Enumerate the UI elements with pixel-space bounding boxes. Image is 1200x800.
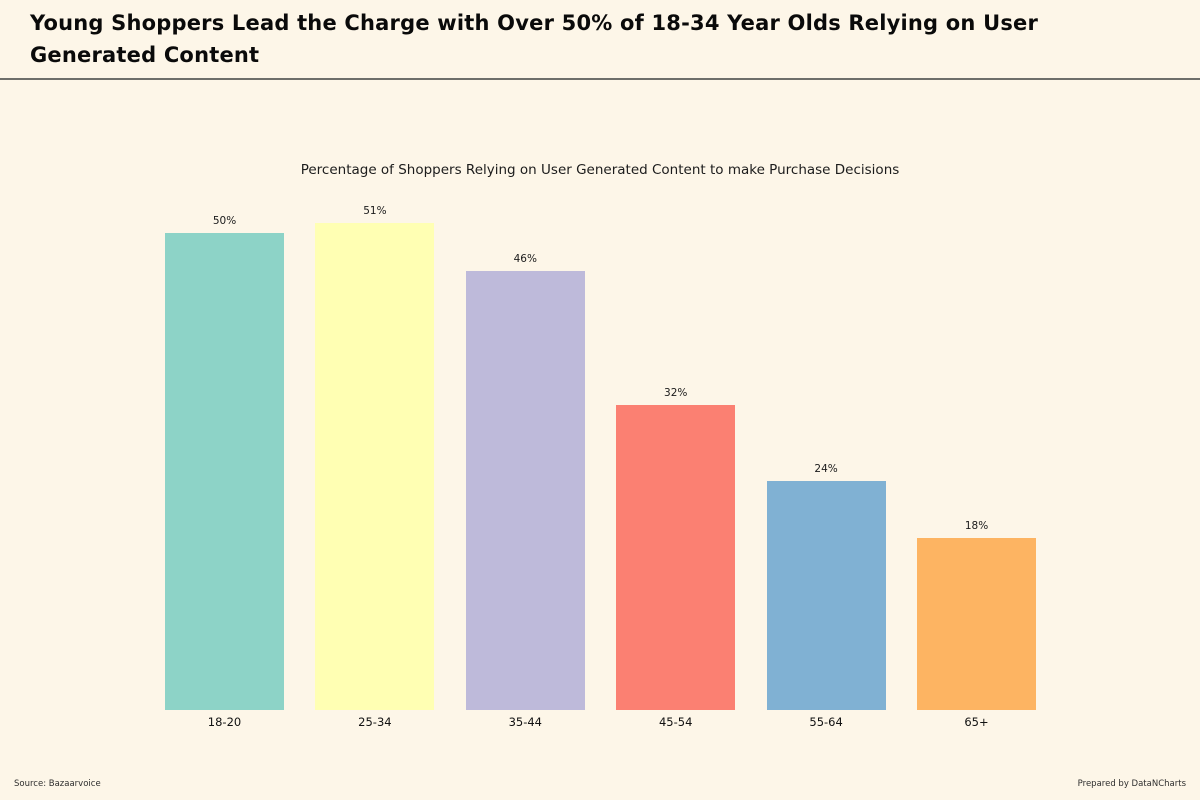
bar-column-65+: 18% 65+	[917, 520, 1036, 729]
report-title-line-1: Young Shoppers Lead the Charge with Over…	[30, 11, 1039, 35]
bar-chart-plot-area: 50% 18-20 51% 25-34 46% 35-44 32% 45-54 24% 55-64…	[165, 200, 1036, 729]
bar-rect	[315, 223, 435, 710]
x-axis-tick-label: 25-34	[358, 715, 392, 729]
bar-rect	[165, 233, 284, 710]
x-axis-tick-label: 55-64	[809, 715, 843, 729]
x-axis-tick-label: 18-20	[207, 715, 242, 729]
bar-rect	[465, 271, 585, 710]
bar-value-label: 50%	[212, 215, 237, 227]
bar-column-25-34: 51% 25-34	[315, 205, 435, 729]
bar-value-label: 51%	[363, 205, 387, 217]
chart-title: Percentage of Shoppers Relying on User G…	[300, 162, 900, 178]
bar-value-label: 46%	[513, 253, 537, 265]
bar-value-label: 32%	[664, 387, 688, 399]
bar-column-35-44: 46% 35-44	[465, 253, 585, 729]
x-axis-tick-label: 35-44	[508, 715, 542, 729]
x-axis-tick-label: 65+	[964, 715, 989, 729]
title-divider-rule	[0, 78, 1200, 80]
bar-column-55-64: 24% 55-64	[766, 463, 886, 729]
bar-value-label: 18%	[964, 520, 989, 532]
footer-source-text: Source: Bazaarvoice	[14, 779, 101, 789]
footer-credit-text: Prepared by DataNCharts	[1077, 779, 1186, 789]
report-title: Young Shoppers Lead the Charge with Over…	[30, 7, 1150, 71]
bar-column-18-20: 50% 18-20	[165, 215, 284, 729]
bar-column-45-54: 32% 45-54	[616, 387, 736, 729]
bar-rect	[766, 481, 886, 710]
report-title-line-2: Generated Content	[30, 43, 260, 67]
bar-value-label: 24%	[814, 463, 838, 475]
x-axis-tick-label: 45-54	[658, 715, 693, 729]
bar-rect	[917, 538, 1036, 710]
bar-rect	[616, 405, 736, 710]
